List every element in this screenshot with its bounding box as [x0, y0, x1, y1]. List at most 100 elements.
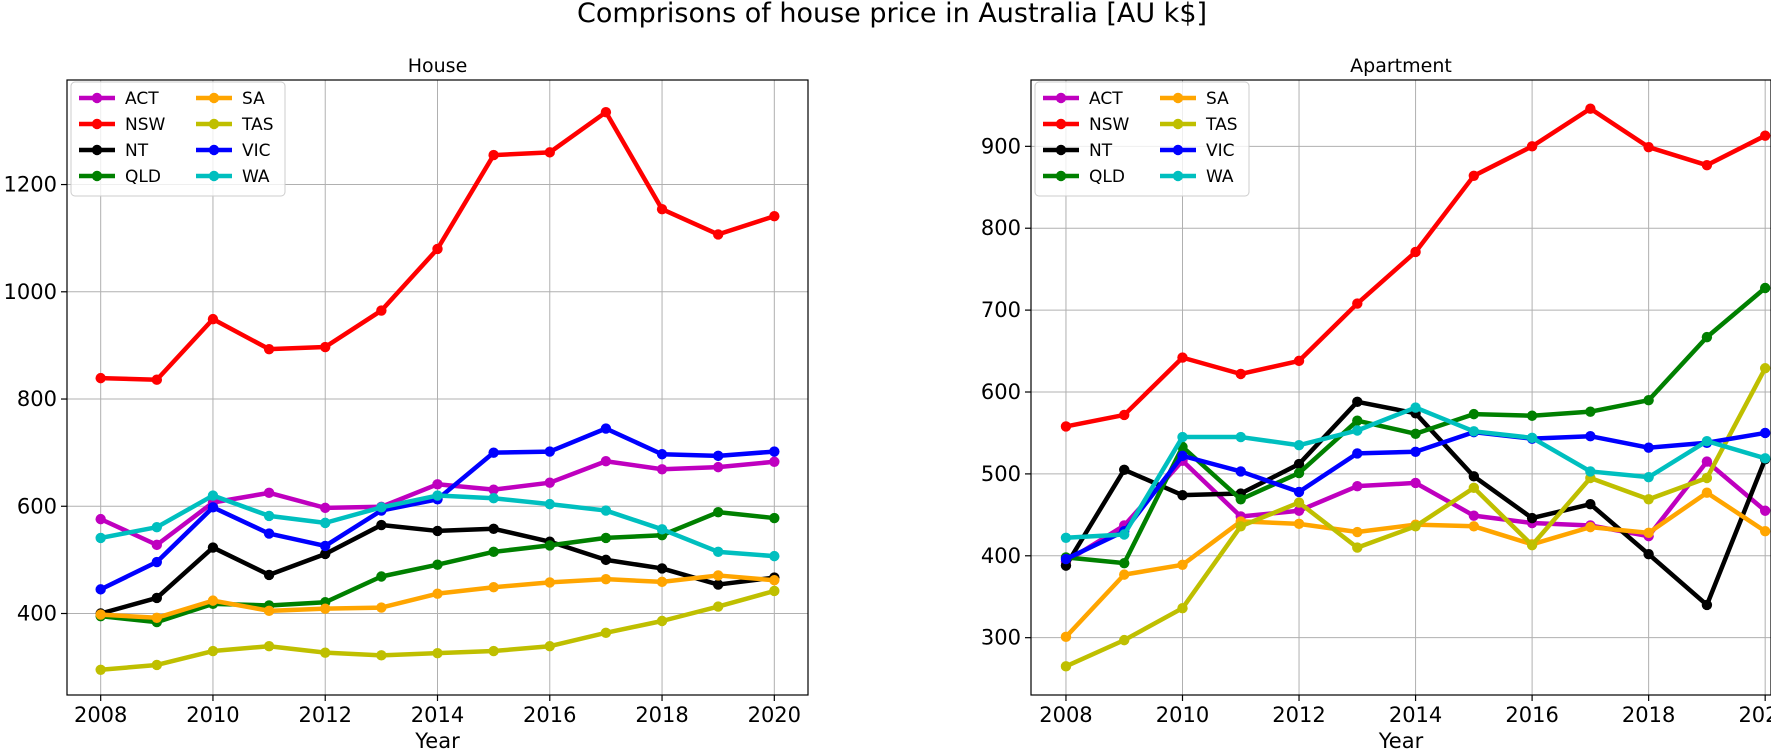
- apartment-point-wa-2019: [1701, 435, 1713, 447]
- apartment-point-nsw-2009: [1119, 409, 1130, 421]
- apartment-legend-item-sa: SA: [1160, 89, 1229, 109]
- apartment-point-tas-2009: [1119, 634, 1130, 646]
- house-point-nt-2015: [488, 523, 499, 534]
- house-ytick-label-1200: 1200: [4, 173, 57, 197]
- apartment-point-nsw-2008: [1060, 421, 1072, 432]
- house-ytick-label-400: 400: [17, 602, 57, 626]
- apartment-point-vic-2012: [1293, 486, 1305, 498]
- house-point-tas-2013: [376, 650, 387, 661]
- apartment-xtick-label-2020: 2020: [1738, 703, 1771, 727]
- house-point-nsw-2016: [544, 147, 555, 158]
- house-point-tas-2018: [656, 615, 668, 627]
- apartment-legend-marker-wa: [1172, 170, 1184, 182]
- apartment-point-sa-2013: [1352, 526, 1363, 538]
- apartment-ytick-label-700: 700: [981, 298, 1021, 322]
- house-legend-marker-tas: [208, 118, 220, 130]
- house-point-wa-2019: [712, 546, 724, 558]
- apartment-point-nsw-2011: [1235, 368, 1246, 380]
- apartment-point-nsw-2014: [1410, 246, 1421, 258]
- apartment-point-nsw-2013: [1352, 298, 1363, 309]
- apartment-legend-item-nt: NT: [1043, 141, 1113, 161]
- apartment-legend-item-wa: WA: [1160, 167, 1234, 187]
- house-point-nt-2018: [656, 563, 668, 574]
- apartment-point-act-2014: [1410, 477, 1421, 489]
- house-point-sa-2020: [769, 575, 780, 586]
- house-legend-item-nt: NT: [79, 141, 149, 161]
- apartment-point-tas-2019: [1701, 472, 1713, 484]
- house-legend-marker-sa: [208, 92, 220, 104]
- apartment-legend-label-tas: TAS: [1205, 115, 1238, 135]
- house-point-nt-2017: [600, 554, 612, 566]
- house-legend-item-qld: QLD: [79, 167, 161, 187]
- house-legend-item-act: ACT: [79, 89, 159, 109]
- house-point-vic-2018: [656, 449, 668, 460]
- apartment-point-wa-2011: [1235, 431, 1246, 443]
- house-point-nsw-2012: [320, 341, 331, 353]
- apartment-series-nt: [1060, 396, 1771, 611]
- house-point-act-2014: [432, 479, 443, 490]
- house-point-tas-2009: [151, 659, 163, 671]
- house-point-nt-2019: [712, 579, 724, 590]
- apartment-series-nsw: [1060, 103, 1771, 432]
- house-legend-label-wa: WA: [242, 167, 270, 187]
- house-point-wa-2018: [656, 524, 668, 535]
- house-xtick-label-2014: 2014: [411, 703, 464, 727]
- house-point-sa-2016: [544, 577, 555, 588]
- house-title: House: [408, 55, 468, 77]
- house-point-vic-2019: [712, 450, 724, 462]
- house-point-qld-2015: [488, 546, 499, 558]
- apartment-xlabel: Year: [1378, 729, 1424, 751]
- house-legend-marker-nt: [91, 144, 103, 156]
- house-point-act-2015: [488, 484, 499, 495]
- house-point-qld-2017: [600, 532, 612, 544]
- apartment-point-vic-2013: [1352, 448, 1363, 459]
- house-xlabel: Year: [414, 729, 460, 751]
- apartment-xtick-label-2018: 2018: [1622, 703, 1675, 727]
- house-point-nt-2011: [263, 569, 275, 581]
- apartment-point-act-2012: [1293, 505, 1305, 516]
- apartment-legend-label-nt: NT: [1089, 141, 1113, 161]
- house-point-wa-2020: [769, 550, 780, 562]
- apartment-legend-item-qld: QLD: [1043, 167, 1125, 187]
- apartment-point-nt-2012: [1293, 458, 1305, 470]
- house-point-nt-2010: [207, 542, 219, 553]
- house-point-sa-2010: [207, 595, 219, 606]
- house-point-vic-2010: [207, 502, 219, 513]
- house-point-wa-2011: [263, 510, 275, 522]
- apartment-ytick-label-800: 800: [981, 216, 1021, 240]
- apartment-point-vic-2017: [1585, 431, 1596, 442]
- house-point-wa-2008: [95, 532, 106, 544]
- apartment-legend-marker-tas: [1172, 118, 1184, 130]
- house-point-sa-2009: [151, 612, 163, 623]
- apartment-point-vic-2014: [1410, 446, 1421, 457]
- house-point-wa-2016: [544, 498, 555, 510]
- house-point-wa-2012: [320, 517, 331, 529]
- house-point-wa-2013: [376, 502, 387, 513]
- apartment-legend-item-tas: TAS: [1160, 115, 1238, 135]
- house-legend-item-tas: TAS: [196, 115, 274, 135]
- house-point-vic-2016: [544, 446, 555, 457]
- house-chart: 2008 2010 2012 2014 2016 2018 2020 400 600 800 100…: [4, 55, 809, 751]
- apartment-point-sa-2012: [1293, 518, 1305, 530]
- house-point-nsw-2014: [432, 243, 443, 255]
- apartment-point-nt-2013: [1352, 396, 1363, 408]
- house-point-qld-2019: [712, 506, 724, 518]
- apartment-series-wa: [1060, 402, 1771, 543]
- apartment-legend-item-act: ACT: [1043, 89, 1123, 109]
- house-legend-label-qld: QLD: [125, 167, 161, 187]
- house-series-sa: [95, 570, 780, 623]
- house-point-sa-2008: [95, 609, 106, 620]
- apartment-point-nsw-2020: [1759, 130, 1771, 141]
- apartment-legend-marker-sa: [1172, 92, 1184, 104]
- house-point-nsw-2020: [769, 210, 780, 222]
- apartment-point-wa-2012: [1293, 440, 1305, 451]
- apartment-legend-marker-qld: [1055, 170, 1067, 182]
- house-point-nsw-2018: [656, 204, 668, 215]
- house-ytick-label-800: 800: [17, 387, 57, 411]
- apartment-point-wa-2016: [1526, 432, 1538, 444]
- house-point-act-2016: [544, 477, 555, 488]
- house-xtick-label-2016: 2016: [523, 703, 576, 727]
- house-point-tas-2020: [769, 585, 780, 597]
- apartment-legend-item-vic: VIC: [1160, 141, 1235, 161]
